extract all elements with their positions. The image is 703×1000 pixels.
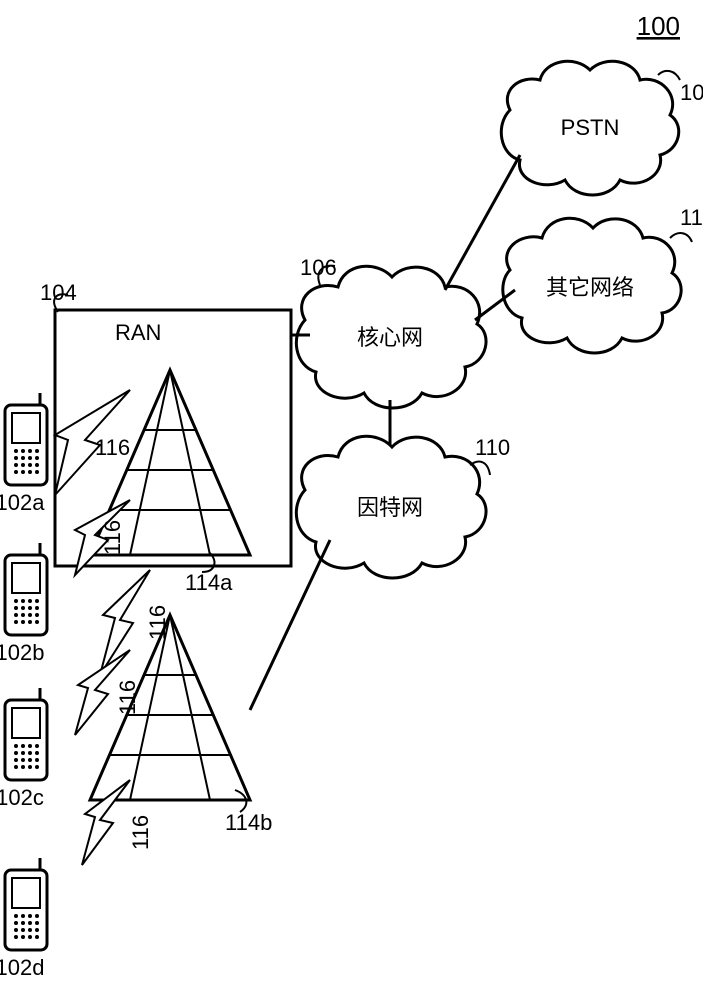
internet-cloud: 因特网 <box>296 436 486 578</box>
ue-d-ref: 102d <box>0 955 44 980</box>
ran-ref: 104 <box>40 280 77 305</box>
ue-d <box>5 858 47 950</box>
other-ref: 112 <box>680 205 703 230</box>
core-cloud: 核心网 <box>296 266 486 408</box>
bolt-3-ref: 116 <box>145 605 170 640</box>
ue-c-ref: 102c <box>0 785 44 810</box>
pstn-label: PSTN <box>561 115 620 140</box>
network-diagram: 100 PSTN 108 其它网络 112 核心网 106 因特网 110 RA… <box>0 0 703 1000</box>
antenna-a-ref: 114a <box>185 570 233 595</box>
ran-label: RAN <box>115 320 161 345</box>
core-ref: 106 <box>300 255 337 280</box>
bolt-1-ref: 116 <box>95 435 130 460</box>
bolt-3 <box>100 570 150 675</box>
other-cloud: 其它网络 <box>503 218 681 353</box>
ue-a <box>5 393 47 485</box>
bolt-4-ref: 116 <box>115 680 140 715</box>
figure-label: 100 <box>637 11 680 41</box>
internet-label: 因特网 <box>357 495 423 520</box>
bolt-5-ref: 116 <box>128 815 153 850</box>
internet-ref: 110 <box>475 435 510 460</box>
ue-b <box>5 543 47 635</box>
bolt-2-ref: 116 <box>100 520 125 555</box>
other-label: 其它网络 <box>546 275 634 300</box>
ue-b-ref: 102b <box>0 640 44 665</box>
ue-c <box>5 688 47 780</box>
pstn-leader <box>658 71 680 80</box>
pstn-cloud: PSTN <box>501 61 678 195</box>
pstn-ref: 108 <box>680 80 703 105</box>
ue-a-ref: 102a <box>0 490 45 515</box>
antenna-b-ref: 114b <box>225 810 272 835</box>
other-leader <box>670 233 692 242</box>
core-label: 核心网 <box>357 325 423 350</box>
